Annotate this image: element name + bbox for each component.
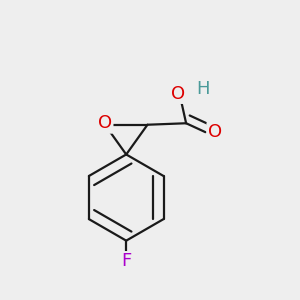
- Text: F: F: [121, 253, 131, 271]
- Text: O: O: [171, 85, 185, 103]
- Text: O: O: [208, 123, 222, 141]
- Text: O: O: [98, 114, 112, 132]
- Text: H: H: [196, 80, 210, 98]
